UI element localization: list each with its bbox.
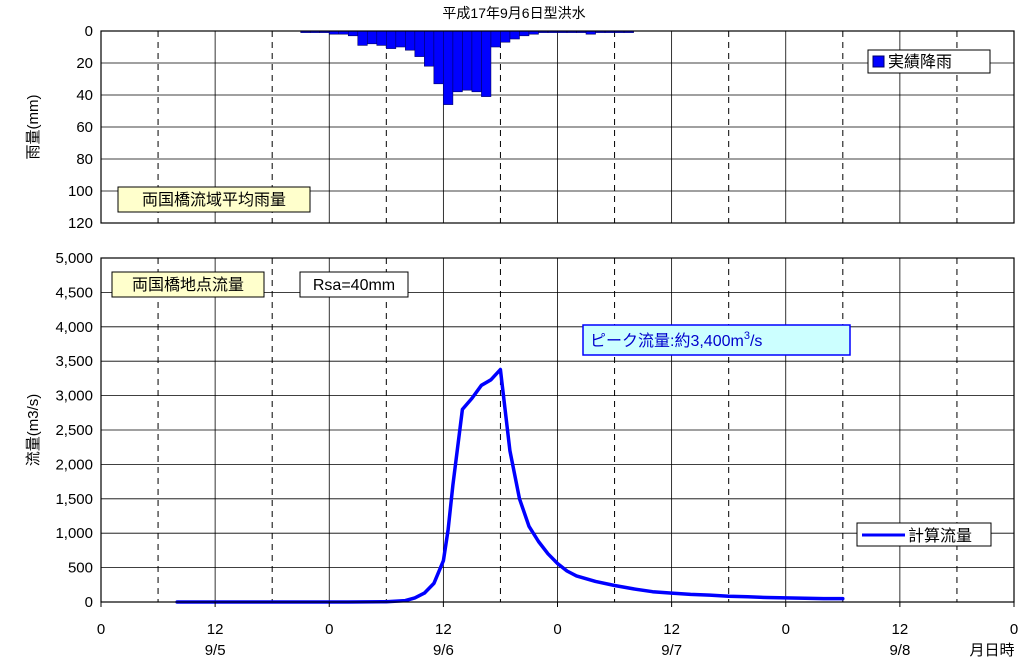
flow-y-tick-label: 1,000	[55, 525, 93, 542]
rain-basin-label-box	[117, 186, 311, 213]
flow-y-tick-label: 5,000	[55, 250, 93, 267]
flow-station-label: 両国橋地点流量	[132, 276, 244, 294]
flow-legend-box	[856, 522, 992, 547]
x-date-label: 9/6	[433, 642, 454, 659]
x-hour-tick-label: 0	[97, 621, 105, 638]
rain-y-tick-label: 100	[68, 183, 93, 200]
x-hour-tick-label: 0	[1010, 621, 1018, 638]
rain-bar	[490, 30, 501, 48]
rain-y-tick-label: 60	[76, 119, 93, 136]
x-hour-tick-label: 12	[435, 621, 452, 638]
x-hour-tick-label: 12	[207, 621, 224, 638]
rain-legend-swatch	[872, 55, 885, 68]
flow-y-tick-label: 3,000	[55, 388, 93, 405]
flow-station-label-box	[111, 271, 265, 298]
rain-bar	[405, 30, 416, 51]
peak-label: ピーク流量:約3,400m3/s	[590, 330, 762, 350]
flow-axis-title: 流量(m3/s)	[25, 394, 42, 467]
rain-bar	[433, 30, 444, 85]
chart-title: 平成17年9月6日型洪水	[442, 5, 585, 21]
flow-y-tick-label: 4,500	[55, 284, 93, 301]
peak-label-box	[582, 324, 851, 356]
flow-legend-label: 計算流量	[908, 526, 972, 545]
rain-legend-box	[867, 49, 991, 74]
flow-y-tick-label: 500	[68, 560, 93, 577]
rain-bar	[395, 30, 406, 48]
x-axis-unit-label: 月日時	[969, 642, 1014, 659]
x-hour-tick-label: 0	[782, 621, 790, 638]
flow-y-tick-label: 1,500	[55, 491, 93, 508]
rain-axis-title: 雨量(mm)	[25, 95, 42, 160]
rain-legend-label: 実績降雨	[888, 53, 952, 71]
rain-y-tick-label: 20	[76, 55, 93, 72]
flow-y-tick-label: 2,000	[55, 456, 93, 473]
flow-y-tick-label: 0	[85, 594, 93, 611]
rain-plot-frame	[100, 30, 1015, 224]
rain-y-tick-label: 40	[76, 87, 93, 104]
x-date-label: 9/8	[889, 642, 910, 659]
rain-y-tick-label: 0	[85, 23, 93, 40]
rain-bar	[452, 30, 463, 93]
rain-bar	[424, 30, 435, 67]
rain-bar	[347, 30, 359, 37]
x-hour-tick-label: 12	[892, 621, 909, 638]
rain-basin-label: 両国橋流域平均雨量	[142, 191, 286, 209]
rain-bar	[443, 30, 454, 105]
flow-y-tick-label: 2,500	[55, 422, 93, 439]
rain-bar	[481, 30, 492, 97]
rain-bar	[519, 30, 530, 37]
flow-y-tick-label: 3,500	[55, 353, 93, 370]
rain-bar	[386, 30, 397, 49]
rain-y-tick-label: 80	[76, 151, 93, 168]
flow-y-tick-label: 4,000	[55, 319, 93, 336]
rain-bar	[376, 30, 387, 46]
x-date-label: 9/7	[661, 642, 682, 659]
rsa-label-box	[299, 271, 409, 298]
rain-bar	[414, 30, 425, 57]
x-hour-tick-label: 12	[663, 621, 680, 638]
rain-y-tick-label: 120	[68, 215, 93, 232]
rain-bar	[462, 30, 473, 91]
rain-bar	[471, 30, 482, 93]
x-hour-tick-label: 0	[325, 621, 333, 638]
rain-bar	[500, 30, 511, 43]
x-date-label: 9/5	[205, 642, 226, 659]
flow-series-line	[175, 367, 845, 604]
rsa-label: Rsa=40mm	[313, 277, 395, 294]
rain-bar	[509, 30, 520, 40]
rain-bar	[366, 30, 378, 45]
x-hour-tick-label: 0	[553, 621, 561, 638]
rain-bar	[357, 30, 368, 46]
